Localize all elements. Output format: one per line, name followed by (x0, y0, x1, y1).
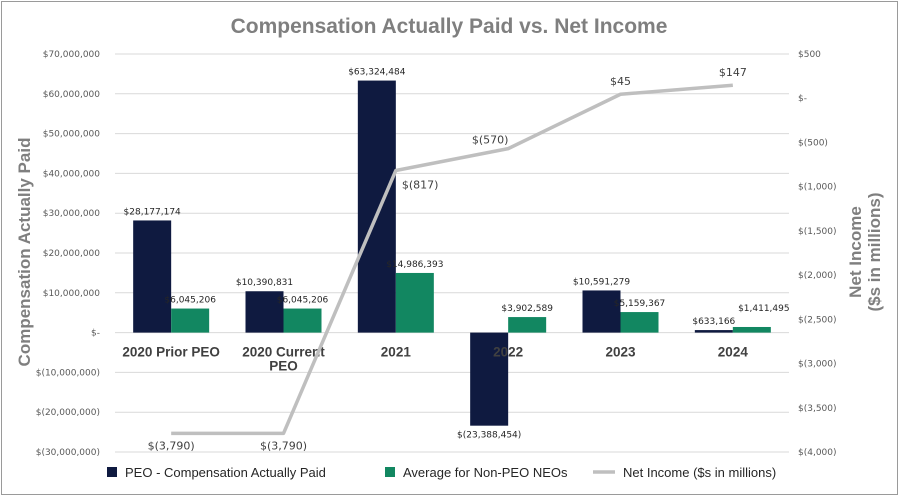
category-label: 2024 (718, 345, 749, 360)
bar-peo (357, 80, 396, 333)
net-income-line (171, 83, 733, 436)
bar-data-label: $28,177,174 (124, 207, 182, 217)
line-data-label: $45 (610, 75, 631, 88)
bar-peo (470, 332, 509, 426)
bar-data-label: $63,324,484 (348, 68, 406, 78)
y-tick-label: $20,000,000 (43, 249, 101, 259)
line-data-label: $(570) (472, 134, 509, 147)
category-label: 2020 Prior PEO (122, 345, 220, 360)
y2-title-line: Net Income (846, 206, 865, 298)
line-data-label: $(817) (402, 178, 439, 191)
y-axis-primary-ticks: $70,000,000 $60,000,000 $50,000,000 $40,000… (36, 50, 101, 458)
bar-peo (133, 220, 172, 333)
y2-tick-label: $(500) (798, 138, 828, 148)
legend-swatch (385, 467, 395, 477)
y-axis-primary-title: Compensation Actually Paid (15, 138, 34, 367)
bar-data-label: $3,902,589 (501, 304, 553, 314)
bar-peo (245, 291, 284, 333)
bar-neo (395, 272, 434, 333)
gridlines (115, 53, 789, 453)
category-label: 2022 (493, 345, 523, 360)
y-tick-label: $70,000,000 (43, 50, 101, 60)
y2-title-line: ($s in millions) (865, 192, 884, 311)
y-tick-label: $10,000,000 (43, 289, 101, 299)
line-data-label: $(3,790) (148, 439, 195, 452)
bar-neo (732, 326, 771, 333)
y2-tick-label: $(1,500) (798, 227, 837, 237)
bar-data-label: $5,159,367 (614, 299, 666, 309)
chart-title: Compensation Actually Paid vs. Net Incom… (231, 15, 668, 38)
bar-neo (283, 308, 322, 333)
y2-tick-label: $(3,000) (798, 360, 837, 370)
legend-label: PEO - Compensation Actually Paid (125, 465, 326, 480)
y2-tick-label: $(2,000) (798, 271, 837, 281)
y-tick-label: $(30,000,000) (36, 448, 100, 458)
legend-swatch (107, 467, 117, 477)
bar-data-label: $1,411,495 (738, 304, 790, 314)
net-income-series-line (171, 83, 733, 436)
y2-tick-label: $(3,500) (798, 404, 837, 414)
bar-data-label: $633,166 (692, 317, 735, 327)
bar-data-label: $6,045,206 (277, 296, 329, 306)
bar-data-label: $10,591,279 (573, 277, 631, 287)
line-data-label: $(3,790) (260, 439, 307, 452)
legend: PEO - Compensation Actually Paid Average … (107, 465, 776, 480)
bar-neo (620, 312, 659, 333)
bar-data-label: $(23,388,454) (457, 431, 521, 441)
y-tick-label: $50,000,000 (43, 130, 101, 140)
y2-tick-label: $(2,500) (798, 315, 837, 325)
category-label: 2021 (381, 345, 412, 360)
y-tick-label: $60,000,000 (43, 90, 101, 100)
y-axis-secondary-ticks: $500 $- $(500) $(1,000) $(1,500) $(2,000) $(2,… (798, 50, 837, 458)
line-data-labels: $(3,790) $(3,790) $(817) $(570) $45 $147 (148, 66, 747, 452)
bar-peo (694, 330, 733, 333)
legend-label: Average for Non-PEO NEOs (403, 465, 568, 480)
y-tick-label: $(20,000,000) (36, 408, 100, 418)
bar-series (133, 80, 771, 426)
bar-data-label: $10,390,831 (236, 278, 293, 288)
legend-label: Net Income ($s in millions) (623, 465, 776, 480)
y2-tick-label: $(4,000) (798, 448, 837, 458)
y2-tick-label: $- (798, 94, 807, 104)
y-tick-label: $(10,000,000) (36, 368, 100, 378)
bar-data-label: $14,986,393 (386, 260, 443, 270)
y-tick-label: $- (91, 329, 100, 339)
bar-data-label: $6,045,206 (164, 296, 216, 306)
y-axis-secondary-title: Net Income ($s in millions) (846, 192, 884, 311)
y-tick-label: $30,000,000 (43, 209, 101, 219)
bar-neo (508, 317, 547, 333)
category-label: 2023 (605, 345, 636, 360)
y-tick-label: $40,000,000 (43, 169, 101, 179)
category-label: 2020 Current (242, 345, 325, 360)
category-label: PEO (269, 359, 298, 374)
bar-neo (171, 308, 210, 333)
bar-peo (582, 290, 621, 333)
y2-tick-label: $(1,000) (798, 183, 837, 193)
bar-data-labels: $28,177,174 $6,045,206 $10,390,831 $6,045,2… (124, 68, 790, 441)
line-data-label: $147 (719, 66, 747, 79)
y2-tick-label: $500 (798, 50, 821, 60)
